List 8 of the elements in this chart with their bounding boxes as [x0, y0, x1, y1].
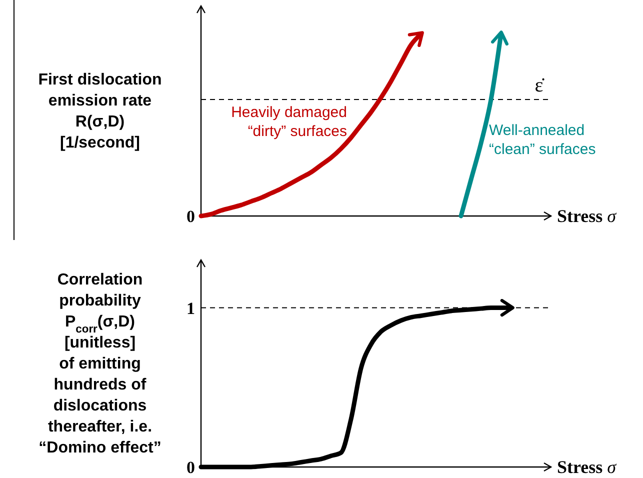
y-axis-title: First dislocation emission rate R(σ,D) [1/second]: [38, 72, 162, 152]
series-label: Well-annealed “clean” surfaces: [489, 122, 596, 158]
ref-line-label: ε̇: [534, 74, 546, 97]
y-tick-label: 1: [186, 298, 195, 318]
x-axis-title: Stress σ: [557, 206, 618, 226]
text: Correlation probability P$_{corr}$(σ,D) [unitless] of emitting hundreds of dislocations thereafter, i.e. “Domino effect”: [38, 272, 162, 456]
series-label: Heavily damaged “dirty” surfaces: [231, 104, 347, 140]
x-axis-title: Stress σ: [557, 457, 618, 477]
